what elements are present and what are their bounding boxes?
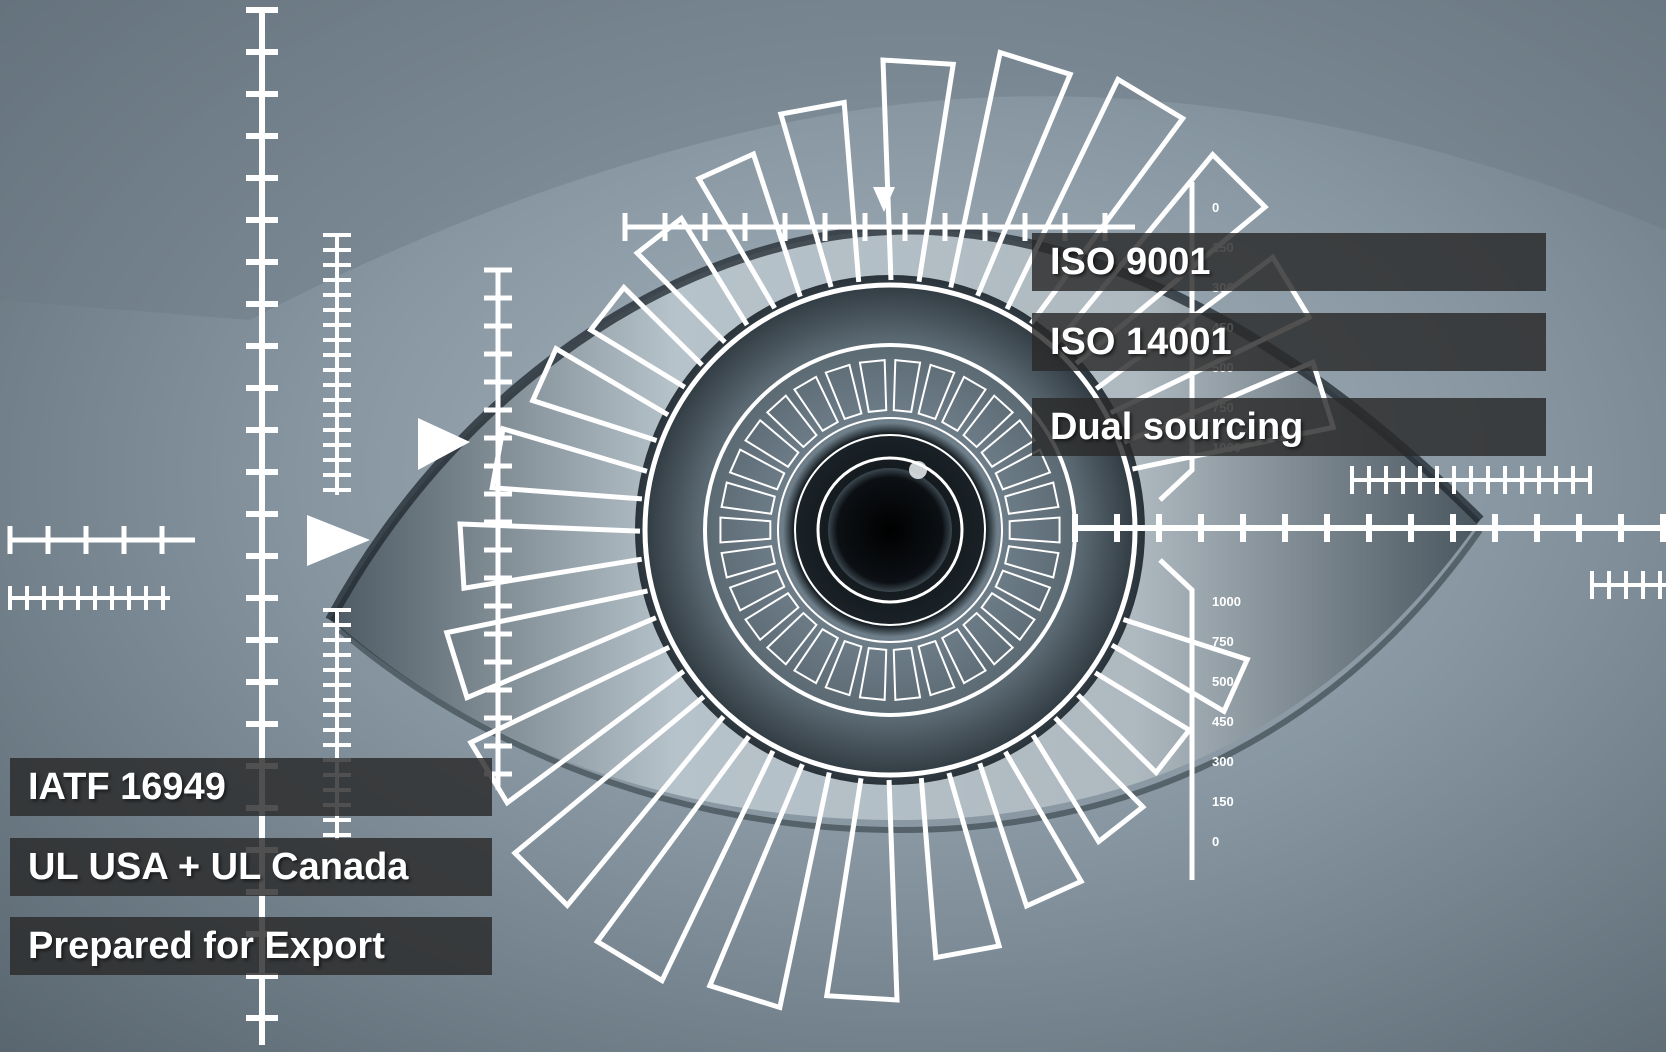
radial-segment [443,588,657,702]
inner-segment [824,363,863,421]
scale-bracket-lower [1158,558,1195,880]
inner-ring-c [816,456,964,604]
pupil [828,468,952,592]
inner-segment [719,516,772,544]
inner-segment [765,611,818,666]
inner-segment [940,627,987,685]
radial-segment [1110,617,1251,715]
scale-lower-label: 500 [1212,674,1234,689]
inner-segment [765,394,818,449]
radial-segment [1030,716,1147,846]
inner-segment [892,647,922,702]
inner-segment [994,448,1052,491]
scale-lower-label: 750 [1212,634,1234,649]
inner-segment-ring [719,358,1061,702]
inner-segment [793,375,840,433]
radial-segment [457,521,643,592]
scale-lower-label: 300 [1212,754,1234,769]
inner-segment [793,627,840,685]
inner-segment [744,418,800,469]
scale-lower-label: 450 [1212,714,1234,729]
inner-segment [940,375,987,433]
inner-segment [980,591,1036,642]
inner-segment [720,481,776,515]
radial-segment [633,214,750,344]
radial-segment [918,772,1003,961]
inner-segment [917,639,956,697]
arrow-right-icon [418,418,470,470]
arrow-right-icon [307,515,370,566]
radial-segment [823,777,900,1003]
inner-segment [728,569,786,612]
scale-lower-label: 0 [1212,834,1219,849]
label-ul-usa-canada: UL USA + UL Canada [10,838,492,896]
arrow-down-icon [873,187,895,212]
radial-segment [529,345,670,443]
radial-segment [977,750,1085,910]
label-iso-9001: ISO 9001 [1032,233,1546,291]
eyelid-line [325,224,1484,623]
inner-segment [1008,516,1061,544]
inner-segment [858,358,888,413]
inner-segment [824,639,863,697]
inner-segment [858,647,888,702]
inner-segment [962,611,1015,666]
scale-upper-label: 0 [1212,200,1219,215]
upper-lid-shadow [0,0,1666,320]
label-dual-sourcing: Dual sourcing [1032,398,1546,456]
inner-segment [917,363,956,421]
radial-segment [706,763,832,1011]
inner-segment [892,358,922,413]
scale-lower-label: 1000 [1212,594,1241,609]
radial-segment [880,57,957,283]
radial-segment [1076,670,1193,777]
radial-segment [777,99,862,288]
inner-segment [994,569,1052,612]
inner-segment [744,591,800,642]
inner-segment [1004,545,1060,579]
scale-lower-label: 150 [1212,794,1234,809]
radial-segment [948,49,1074,297]
inner-ring-a [777,417,1003,643]
radial-segment [587,283,704,390]
inner-ring-b [794,434,986,626]
label-prepared-for-export: Prepared for Export [10,917,492,975]
inner-segment [728,448,786,491]
inner-segment [962,394,1015,449]
label-iso-14001: ISO 14001 [1032,313,1546,371]
label-iatf-16949: IATF 16949 [10,758,492,816]
radial-segment [511,694,726,910]
radial-segment [593,734,776,985]
inner-segment [1004,481,1060,515]
inner-segment [720,545,776,579]
